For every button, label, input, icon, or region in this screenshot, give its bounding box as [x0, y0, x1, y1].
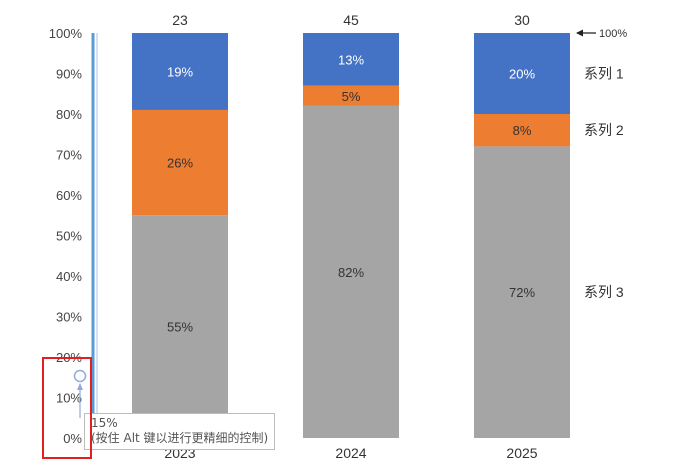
- segment-labels: 55% 26% 19% 82% 5% 13% 72% 8% 20%: [167, 52, 535, 334]
- legend: 系列 3 系列 2 系列 1: [584, 66, 624, 301]
- drag-handle-arrow: [77, 383, 83, 390]
- legend-entry: 系列 3: [584, 284, 624, 300]
- annotation-100: 100%: [576, 28, 627, 40]
- annotation-label: 100%: [599, 28, 627, 40]
- bar-segment-label: 13%: [338, 52, 364, 67]
- bar-total-label: 30: [514, 12, 530, 28]
- bar-total-label: 45: [343, 12, 359, 28]
- y-tick-label: 50%: [56, 229, 82, 244]
- y-tick-label: 90%: [56, 67, 82, 82]
- x-tick-label: 2024: [335, 445, 366, 461]
- y-tick-label: 100%: [49, 26, 83, 41]
- bar-segment: [132, 109, 228, 216]
- bar-segment: [474, 33, 570, 114]
- top-labels: 23 45 30: [172, 12, 530, 28]
- y-tick-label: 0%: [63, 431, 82, 446]
- y-tick-label: 30%: [56, 310, 82, 325]
- bar-segment: [303, 105, 399, 439]
- bar-segment: [132, 33, 228, 110]
- bar-segment-label: 5%: [342, 89, 361, 104]
- y-tick-label: 70%: [56, 148, 82, 163]
- bar-segment-label: 82%: [338, 265, 364, 280]
- drag-handle-circle[interactable]: [73, 369, 87, 383]
- y-tick-label: 10%: [56, 391, 82, 406]
- tooltip-value: 15%: [91, 416, 118, 430]
- bar-segment: [132, 215, 228, 438]
- drag-tooltip: 15% (按住 Alt 键以进行更精细的控制): [84, 413, 276, 450]
- bar-total-label: 23: [172, 12, 188, 28]
- bar-segment: [303, 33, 399, 86]
- drag-handle[interactable]: [73, 369, 87, 419]
- bar-segment-label: 8%: [513, 123, 532, 138]
- y-tick-label: 80%: [56, 107, 82, 122]
- bar-segment-label: 26%: [167, 156, 193, 171]
- bar-segment-label: 72%: [509, 285, 535, 300]
- bar-segment-label: 55%: [167, 320, 193, 335]
- bar-segment-label: 19%: [167, 64, 193, 79]
- annotation-arrow-head: [576, 29, 583, 37]
- y-tick-label: 60%: [56, 188, 82, 203]
- legend-entry: 系列 1: [584, 66, 624, 82]
- bar-segment-label: 20%: [509, 67, 535, 82]
- y-tick-label: 40%: [56, 269, 82, 284]
- bar-segment: [303, 85, 399, 106]
- y-axis: 0%10%20%30%40%50%60%70%80%90%100%: [49, 26, 83, 446]
- selection-highlight-box: [42, 357, 92, 459]
- bar-segment: [474, 114, 570, 147]
- bar-segment: [474, 146, 570, 438]
- x-tick-label: 2025: [506, 445, 537, 461]
- bars-group: [132, 33, 570, 439]
- legend-entry: 系列 2: [584, 122, 624, 138]
- tooltip-hint: (按住 Alt 键以进行更精细的控制): [91, 431, 269, 445]
